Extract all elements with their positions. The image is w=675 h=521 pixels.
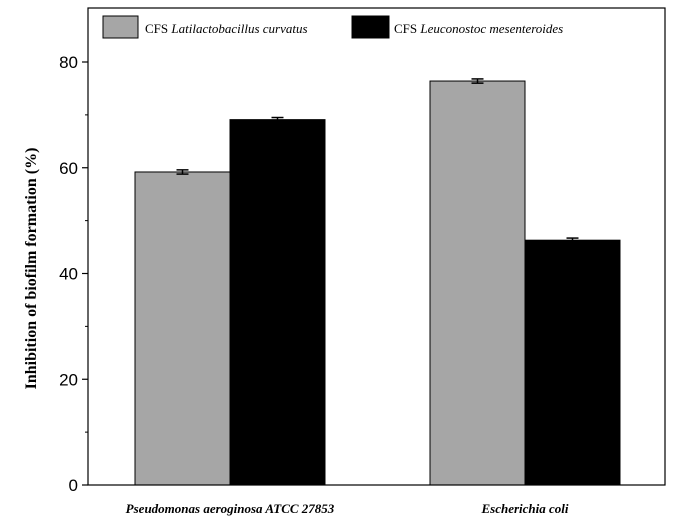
bar-leuconostoc-escherichia <box>524 239 621 486</box>
bar-leuconostoc-pseudomonas <box>229 119 326 486</box>
y-axis-label: Inhibition of biofilm formation (%) <box>23 148 40 390</box>
y-tick-label: 0 <box>69 476 78 495</box>
y-tick-label: 40 <box>59 265 78 284</box>
bar-latilactobacillus-pseudomonas <box>134 171 231 486</box>
y-tick-label: 20 <box>59 370 78 389</box>
legend-swatch-leuconostoc <box>351 15 390 39</box>
x-category-label: Escherichia coli <box>480 501 568 516</box>
bar-latilactobacillus-escherichia <box>429 80 526 486</box>
bars-group <box>134 78 621 486</box>
legend-label-leuconostoc: CFS Leuconostoc mesenteroides <box>394 21 563 36</box>
x-category-label: Pseudomonas aeroginosa ATCC 27853 <box>126 501 335 516</box>
legend-label-latilactobacillus: CFS Latilactobacillus curvatus <box>145 21 308 36</box>
x-axis-categories: Pseudomonas aeroginosa ATCC 27853 Escheri… <box>126 501 569 516</box>
legend-swatch-latilactobacillus <box>102 15 139 39</box>
y-tick-label: 80 <box>59 53 78 72</box>
legend: CFS Latilactobacillus curvatus CFS Leuco… <box>102 15 563 39</box>
y-axis-ticks: 0 20 40 60 80 <box>59 53 88 495</box>
y-tick-label: 60 <box>59 159 78 178</box>
plot-area-frame <box>87 7 666 486</box>
